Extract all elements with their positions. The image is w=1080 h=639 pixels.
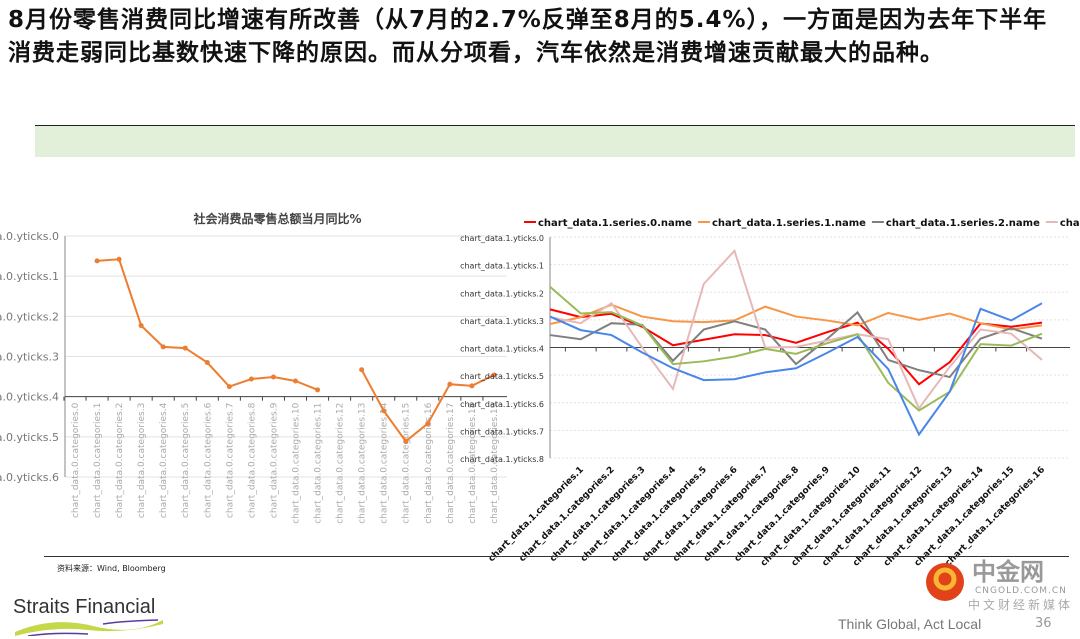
series-line-5 [549, 302, 1043, 437]
data-point [315, 387, 321, 393]
data-point [403, 438, 409, 444]
brand-wave-icon [15, 619, 163, 636]
data-point [469, 383, 475, 389]
2021-11: chart_data.0.categories.10 [292, 402, 302, 523]
series-line-1 [549, 303, 1043, 331]
2022-02: chart_data.0.categories.13 [358, 403, 368, 524]
series-line-0 [549, 308, 1043, 386]
data-point [491, 372, 497, 378]
watermark-logo-icon [926, 563, 964, 601]
series-line-4 [549, 285, 1043, 412]
2021-03: chart_data.0.categories.2 [115, 403, 125, 518]
brand-logo: Straits Financial [13, 596, 156, 618]
data-point [359, 367, 365, 373]
家电和音像制品: chart_data.1.series.2.name [886, 218, 1040, 229]
2022-08: chart_data.0.categories.19 [490, 402, 500, 523]
watermark-name: 中金网 [972, 558, 1044, 586]
highlight-band [35, 125, 1075, 157]
data-point [447, 381, 453, 387]
data-point [182, 345, 188, 351]
watermark-sub: 中文财经新媒体 [968, 598, 1074, 612]
2021-01: chart_data.0.categories.0 [71, 402, 81, 518]
限额以上零售总额当月同比: chart_data.1.series.0.name [538, 218, 692, 229]
2021-10: chart_data.0.categories.9 [269, 402, 279, 518]
-30: chart_data.1.yticks.7 [460, 427, 544, 436]
-10: chart_data.1.yticks.5 [460, 372, 544, 381]
2021-08: chart_data.0.categories.7 [225, 403, 235, 518]
data-point [116, 256, 122, 262]
data-point [226, 384, 232, 390]
source-note: 资料来源：Wind, Bloomberg [57, 564, 166, 573]
40: chart_data.0.yticks.0 [0, 230, 59, 243]
footer-tagline: Think Global, Act Local [838, 616, 982, 632]
data-point [248, 376, 254, 382]
2021-06: chart_data.0.categories.5 [181, 403, 191, 518]
data-point [160, 344, 166, 350]
20: chart_data.0.yticks.2 [0, 310, 59, 323]
2022-05: chart_data.0.categories.16 [424, 402, 434, 523]
data-point [270, 374, 276, 380]
-40: chart_data.1.yticks.8 [460, 455, 544, 464]
2021-05: chart_data.0.categories.4 [159, 402, 169, 518]
slide-heading: 8月份零售消费同比增速有所改善（从7月的2.7%反弹至8月的5.4%），一方面是… [8, 7, 1048, 66]
watermark-url: CNGOLD.COM.CN [975, 586, 1067, 596]
2021-02: chart_data.0.categories.1 [93, 403, 103, 518]
2021-09: chart_data.0.categories.8 [247, 402, 257, 518]
10: chart_data.1.yticks.3 [460, 317, 544, 326]
20: chart_data.1.yticks.2 [460, 289, 544, 298]
2022-03: chart_data.0.categories.14 [380, 402, 390, 523]
data-point [381, 408, 387, 414]
data-point [425, 421, 431, 427]
0: chart_data.1.yticks.4 [460, 345, 544, 354]
-20: chart_data.0.yticks.6 [0, 471, 59, 484]
2022-01: chart_data.0.categories.12 [336, 403, 346, 524]
粮油食品类: chart_data.1.series.1.name [712, 218, 866, 229]
left-chart-title: 社会消费品零售总额当月同比% [193, 212, 362, 226]
data-point [293, 378, 298, 384]
0: chart_data.0.yticks.4 [0, 391, 59, 404]
2022-06: chart_data.0.categories.17 [446, 403, 456, 524]
data-point [204, 360, 210, 366]
data-point [138, 323, 144, 329]
page-number: 36 [1035, 616, 1052, 631]
2021-07: chart_data.0.categories.6 [203, 402, 213, 518]
30: chart_data.0.yticks.1 [0, 270, 59, 283]
2021-04: chart_data.0.categories.3 [137, 403, 147, 518]
series-line-3 [549, 248, 1043, 411]
footer-divider [44, 556, 1069, 557]
-10: chart_data.0.yticks.5 [0, 431, 59, 444]
-20: chart_data.1.yticks.6 [460, 400, 544, 409]
2021-12: chart_data.0.categories.11 [314, 403, 324, 524]
通讯器材: chart_data.1.series.3.name [1060, 218, 1080, 229]
2022-07: chart_data.0.categories.18 [468, 402, 478, 523]
30: chart_data.1.yticks.1 [460, 262, 544, 271]
data-point [94, 258, 100, 264]
10: chart_data.0.yticks.3 [0, 351, 59, 364]
2022-04: chart_data.0.categories.15 [402, 403, 412, 524]
40: chart_data.1.yticks.0 [460, 234, 544, 243]
